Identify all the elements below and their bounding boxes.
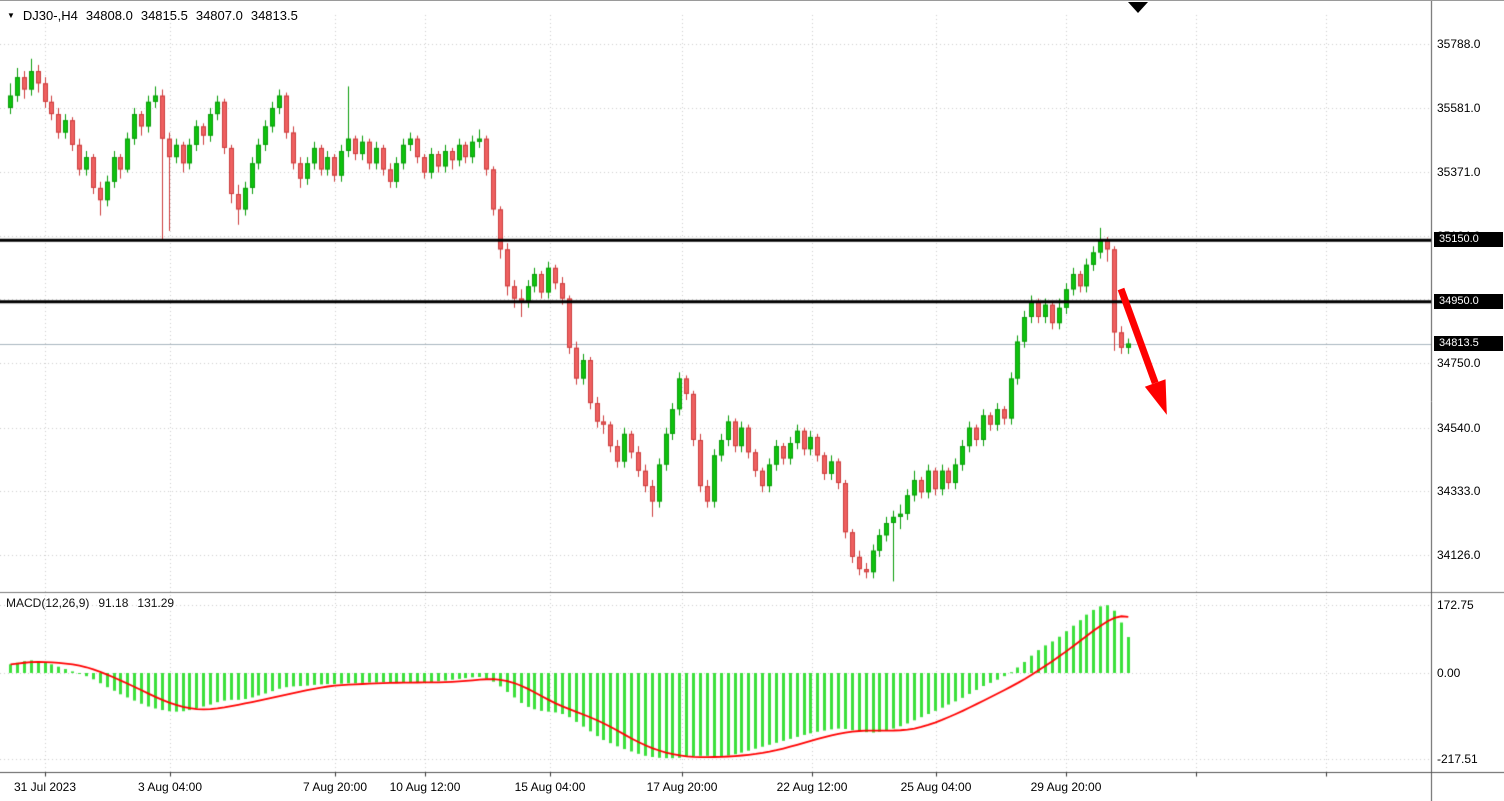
price-level-badge: 35150.0 xyxy=(1434,232,1503,247)
price-tick-label: 35581.0 xyxy=(1437,101,1481,115)
time-axis-label: 17 Aug 20:00 xyxy=(646,780,718,794)
macd-indicator-label: MACD(12,26,9) 91.18 131.29 xyxy=(6,596,174,610)
price-tick-label: 34126.0 xyxy=(1437,548,1481,562)
price-tick-label: 35788.0 xyxy=(1437,37,1481,51)
macd-signal-value: 131.29 xyxy=(137,596,175,610)
price-tick-label: 34333.0 xyxy=(1437,484,1481,498)
chart-shift-marker-icon[interactable] xyxy=(1128,2,1148,13)
time-axis-label: 25 Aug 04:00 xyxy=(900,780,972,794)
macd-scale-label: 0.00 xyxy=(1437,666,1461,680)
current-price-badge: 34813.5 xyxy=(1434,336,1503,351)
time-scale[interactable]: 31 Jul 2023 3 Aug 04:00 7 Aug 20:00 10 Aug … xyxy=(0,773,1432,801)
symbol-dropdown-icon[interactable]: ▼ xyxy=(7,10,15,20)
price-tick-label: 34750.0 xyxy=(1437,356,1481,370)
symbol-ohlc-header: ▼ DJ30-,H4 34808.0 34815.5 34807.0 34813… xyxy=(7,8,298,23)
price-tick-label: 35371.0 xyxy=(1437,165,1481,179)
time-axis-label: 10 Aug 12:00 xyxy=(389,780,461,794)
time-axis-label: 22 Aug 12:00 xyxy=(776,780,848,794)
macd-name: MACD(12,26,9) xyxy=(6,596,90,610)
macd-scale-label: -217.51 xyxy=(1437,752,1478,766)
macd-main-value: 91.18 xyxy=(98,596,129,610)
ohlc-close-value: 34813.5 xyxy=(250,8,298,23)
ohlc-high-value: 34815.5 xyxy=(140,8,188,23)
time-axis-label: 7 Aug 20:00 xyxy=(302,780,368,794)
time-axis-label: 31 Jul 2023 xyxy=(13,780,77,794)
time-axis-label: 3 Aug 04:00 xyxy=(137,780,203,794)
ohlc-open-value: 34808.0 xyxy=(85,8,133,23)
price-scale[interactable]: 35788.035581.035371.035164.034957.034750… xyxy=(1432,1,1504,773)
time-axis-label: 15 Aug 04:00 xyxy=(514,780,586,794)
time-axis-label: 29 Aug 20:00 xyxy=(1030,780,1102,794)
symbol-timeframe: DJ30-,H4 xyxy=(22,8,78,23)
ohlc-low-value: 34807.0 xyxy=(195,8,243,23)
macd-scale-label: 172.75 xyxy=(1437,598,1474,612)
price-level-badge: 34950.0 xyxy=(1434,294,1503,309)
price-tick-label: 34540.0 xyxy=(1437,421,1481,435)
